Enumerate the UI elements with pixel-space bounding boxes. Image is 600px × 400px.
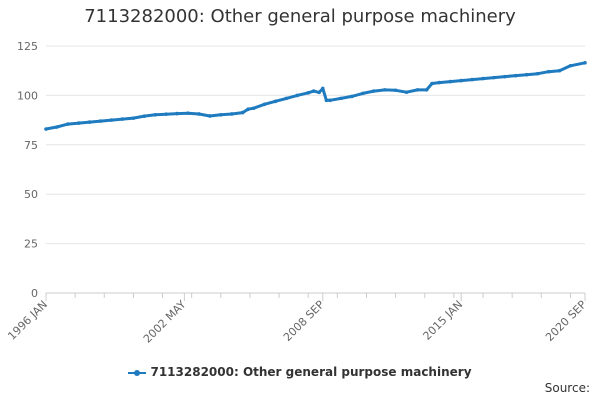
data-point	[164, 112, 168, 116]
legend[interactable]: 7113282000: Other general purpose machin…	[0, 365, 600, 379]
data-point	[481, 76, 485, 81]
y-tick-label: 25	[24, 238, 38, 251]
data-point	[328, 98, 332, 103]
data-point	[583, 60, 587, 65]
data-point	[175, 111, 179, 116]
data-point	[546, 69, 551, 74]
data-point	[120, 117, 125, 121]
y-tick-label: 50	[24, 188, 38, 201]
data-point	[514, 73, 518, 78]
data-point	[251, 106, 256, 111]
data-point	[448, 79, 453, 84]
data-point	[415, 88, 420, 92]
data-point	[350, 94, 354, 99]
data-point	[503, 74, 507, 79]
legend-line-marker-icon	[128, 369, 147, 376]
data-point	[524, 72, 529, 77]
data-point	[197, 112, 201, 116]
data-point	[76, 121, 81, 125]
data-point	[311, 89, 316, 93]
data-point	[382, 88, 387, 92]
y-tick-label: 100	[17, 89, 38, 102]
x-tick-label: 2020 SEP	[543, 298, 589, 344]
data-point	[393, 88, 398, 93]
data-point	[246, 107, 250, 112]
data-point	[306, 91, 311, 95]
data-point	[273, 99, 278, 104]
data-point	[55, 125, 59, 129]
data-point	[98, 119, 103, 123]
data-point	[66, 122, 70, 126]
x-tick-label: 2002 MAY	[141, 298, 189, 346]
data-point	[324, 98, 329, 103]
data-point	[153, 112, 158, 117]
legend-series-label: 7113282000: Other general purpose machin…	[150, 365, 472, 379]
data-point	[131, 116, 136, 120]
data-point	[404, 90, 409, 95]
data-point	[437, 80, 442, 85]
data-point	[87, 120, 92, 124]
data-point	[208, 114, 212, 118]
data-point	[424, 88, 429, 92]
data-point	[535, 71, 540, 76]
data-point	[459, 78, 463, 83]
x-tick-label: 1996 JAN	[5, 298, 50, 343]
data-point	[186, 111, 190, 115]
data-point	[470, 77, 474, 82]
y-tick-label: 125	[17, 40, 38, 53]
data-point	[492, 75, 496, 80]
data-point	[109, 118, 114, 122]
data-point	[44, 127, 48, 131]
data-point	[229, 112, 234, 116]
y-tick-label: 0	[31, 287, 38, 300]
y-tick-label: 75	[24, 139, 38, 152]
data-point	[371, 89, 376, 93]
data-point	[240, 110, 245, 115]
x-tick-label: 2015 JAN	[421, 298, 466, 343]
data-point	[361, 91, 365, 96]
data-point	[430, 81, 434, 86]
data-point	[295, 93, 300, 98]
data-point	[284, 96, 289, 101]
data-point	[262, 102, 267, 107]
data-point	[320, 86, 325, 91]
data-point	[339, 96, 343, 101]
x-tick-label: 2008 SEP	[281, 298, 327, 344]
data-point	[557, 68, 562, 73]
data-point	[317, 90, 321, 95]
data-point	[568, 63, 573, 68]
data-point	[219, 112, 223, 117]
chart-title: 7113282000: Other general purpose machin…	[84, 6, 516, 27]
data-point	[142, 114, 147, 118]
source-label: Source:	[544, 381, 590, 395]
